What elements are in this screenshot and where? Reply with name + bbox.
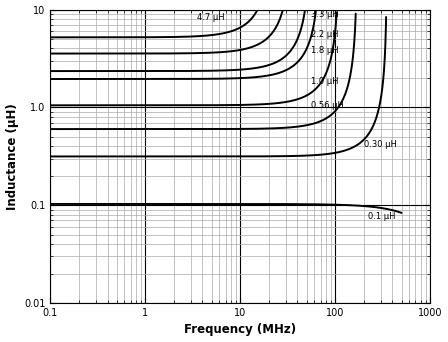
Text: 1.8 μH: 1.8 μH — [310, 46, 338, 55]
X-axis label: Frequency (MHz): Frequency (MHz) — [184, 324, 296, 337]
Text: 0.1 μH: 0.1 μH — [368, 212, 395, 221]
Text: 0.30 μH: 0.30 μH — [364, 140, 396, 149]
Text: 3.3 μH: 3.3 μH — [310, 10, 338, 18]
Text: 4.7 μH: 4.7 μH — [197, 13, 224, 23]
Text: 0.56 μH: 0.56 μH — [310, 101, 344, 110]
Y-axis label: Inductance (μH): Inductance (μH) — [5, 103, 18, 210]
Text: 2.2 μH: 2.2 μH — [310, 30, 338, 39]
Text: 1.0 μH: 1.0 μH — [310, 77, 338, 86]
